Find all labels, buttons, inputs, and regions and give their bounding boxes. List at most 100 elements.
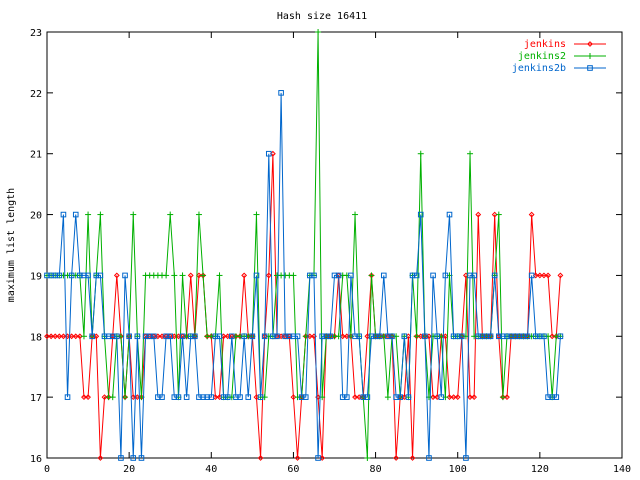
jenkins-point [491,211,498,218]
jenkins-point [52,333,59,340]
jenkins2b-point [430,272,436,279]
jenkins-point [241,272,248,279]
x-tick-label: 100 [449,464,467,475]
axis-ticks: 0 20 40 60 80 100 120 140 16 17 18 19 20 21 22 23 [30,28,631,475]
jenkins2b-point [356,333,362,340]
jenkins-point [48,333,55,340]
jenkins2b-point [397,394,404,400]
jenkins2b-point [183,394,190,400]
jenkins-point [541,272,547,279]
jenkins2b-point [311,272,317,279]
y-tick-label: 21 [30,150,42,161]
jenkins2b-point [438,394,445,400]
jenkins2b-point [302,394,309,400]
jenkins-point [56,333,63,340]
jenkins2b-point [134,333,141,340]
legend-jenkins2-point [587,53,593,59]
series-jenkins2b [44,90,564,461]
jenkins2b-point [265,150,272,157]
jenkins-point [97,455,104,461]
jenkins-point [294,455,301,461]
jenkins-point [450,394,457,401]
y-tick-label: 20 [30,211,42,222]
y-tick-label: 16 [30,454,42,465]
jenkins-point [454,394,461,401]
jenkins2b-point [335,272,342,279]
jenkins-point [343,333,350,340]
jenkins2b-point [442,272,449,279]
jenkins2-point [122,394,129,401]
legend-entry-jenkins2: jenkins2 [518,51,606,62]
jenkins2b-point [294,333,301,340]
jenkins-point [290,394,297,401]
jenkins2b-point [89,333,95,340]
legend-label: jenkins [524,39,566,50]
jenkins2b-point [471,272,477,279]
jenkins2b-point [389,333,395,340]
jenkins2-point [163,272,170,279]
jenkins2b-point [401,333,408,340]
y-tick-label: 19 [30,271,42,282]
jenkins2-point [467,150,474,157]
plot-frame [46,31,623,459]
jenkins2b-point [376,333,383,340]
jenkins2b-point [417,211,424,218]
y-tick-label: 17 [30,393,42,404]
x-tick-label: 20 [123,464,135,475]
jenkins2b-point [380,272,387,279]
x-tick-label: 140 [613,464,631,475]
jenkins-point [352,394,358,401]
jenkins2b-point [528,272,535,279]
jenkins-point [430,394,436,401]
jenkins2-point [171,272,178,279]
legend-entry-jenkins2b: jenkins2b [512,63,606,74]
jenkins-point [475,211,482,218]
jenkins-point [545,272,551,279]
jenkins2-point [290,272,297,279]
series-layer [44,29,564,461]
jenkins2b-point [56,272,63,279]
legend-entry-jenkins: jenkins [524,39,606,50]
jenkins2-point [216,272,223,279]
jenkins2b-point [167,333,174,340]
jenkins2b-point [64,394,71,400]
legend-jenkins-point [587,41,593,47]
jenkins2b-point [524,333,531,340]
jenkins-point [306,333,313,340]
jenkins-point [101,394,108,401]
jenkins2b-point [130,455,137,461]
jenkins2b-point [192,333,198,340]
jenkins2-point [495,211,502,218]
jenkins2b-point [126,333,132,340]
jenkins2b-point [426,455,432,461]
jenkins2b-point [175,394,182,400]
jenkins2b-point [179,333,186,340]
jenkins2-point [352,211,359,218]
jenkins2-point [97,211,104,218]
jenkins-point [536,272,543,279]
jenkins2b-point [60,211,67,218]
jenkins-point [471,394,478,401]
jenkins2-point [109,394,116,401]
jenkins2-point [315,29,322,35]
legend-jenkins2b-point [587,65,593,71]
jenkins2b-point [97,272,104,279]
jenkins-point [196,272,202,279]
jenkins2b-point [159,394,165,400]
jenkins2b-point [224,394,231,400]
x-tick-label: 120 [531,464,549,475]
jenkins2b-point [463,455,469,461]
jenkins2-point [413,333,420,340]
jenkins-point [549,333,556,340]
jenkins-point [442,333,449,340]
jenkins-point [44,333,50,340]
jenkins2b-point [422,333,428,340]
jenkins2b-point [491,272,498,279]
jenkins2-point [253,211,260,218]
jenkins2b-point [364,394,371,400]
jenkins2b-point [118,455,124,461]
x-tick-label: 60 [287,464,299,475]
jenkins2b-point [413,272,420,279]
